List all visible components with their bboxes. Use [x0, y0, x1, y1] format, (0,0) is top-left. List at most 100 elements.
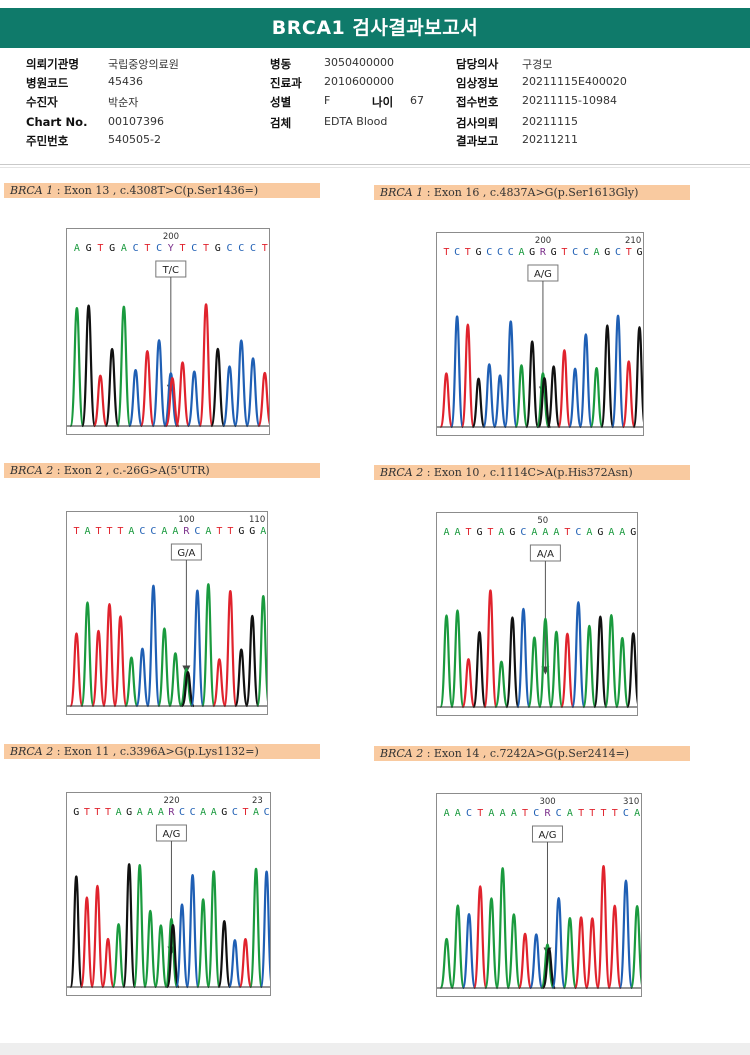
base-call-letter: A	[553, 527, 559, 538]
info-value: 45436	[108, 75, 143, 88]
base-call-letter: A	[567, 808, 573, 819]
genotype-call: A/G	[162, 829, 180, 840]
trace-peak	[259, 870, 270, 989]
gene-name: BRCA 2	[10, 745, 54, 758]
base-call-letter: A	[84, 526, 90, 537]
base-call-letter: A	[161, 526, 167, 537]
position-label: 23	[252, 796, 263, 806]
trace-peak	[113, 615, 128, 708]
base-call-letter: A	[128, 526, 134, 537]
info-label: 임상정보	[456, 76, 499, 90]
base-call-letter: C	[466, 808, 472, 819]
trace-peak	[562, 917, 578, 990]
variant-detail: : Exon 14 , c.7242A>G(p.Ser2414=)	[423, 747, 630, 760]
gene-name: BRCA 1	[10, 184, 54, 197]
position-label: 200	[535, 236, 551, 246]
info-label: 병원코드	[26, 76, 69, 90]
base-call-letter: G	[238, 526, 244, 537]
info-label: 진료과	[270, 76, 302, 90]
base-call-letter: C	[133, 243, 139, 254]
variant-caption: BRCA 1 : Exon 16 , c.4837A>G(p.Ser1613Gl…	[374, 185, 690, 200]
base-call-letter: C	[486, 247, 492, 258]
divider	[0, 167, 750, 168]
trace-peak	[69, 632, 84, 708]
position-label: 220	[163, 796, 179, 806]
trace-peak	[91, 629, 106, 708]
base-call-letter: G	[476, 527, 482, 538]
base-call-letter: C	[508, 247, 514, 258]
trace-peak	[538, 617, 553, 709]
base-call-letter: T	[84, 807, 90, 818]
base-call-letter: Y	[168, 243, 174, 254]
trace-peak	[549, 630, 564, 709]
base-call-letter: A	[137, 807, 143, 818]
base-call-letter: T	[601, 808, 607, 819]
trace-peak	[135, 647, 150, 708]
trace-peak	[124, 656, 139, 708]
trace-peak	[153, 924, 168, 989]
gene-name: BRCA 2	[380, 747, 424, 760]
trace-peak	[535, 372, 550, 429]
trace-peak	[514, 364, 529, 429]
chromatogram: 50 A A T G T A G C A A A T C A G A A G A/A	[436, 512, 638, 716]
base-call-letter: C	[623, 808, 629, 819]
base-call-letter: C	[533, 808, 539, 819]
base-call-letter: C	[232, 807, 238, 818]
age-value: 67	[410, 94, 424, 107]
base-call-letter: C	[572, 247, 578, 258]
base-call-letter: R	[540, 247, 547, 258]
base-call-letter: T	[106, 526, 112, 537]
header-banner	[0, 8, 750, 48]
report-title: BRCA1 검사결과보고서	[271, 17, 479, 39]
trace-peak	[132, 864, 147, 989]
genotype-call: A/G	[534, 269, 552, 280]
base-call-letter: A	[74, 243, 80, 254]
trace-peak	[604, 613, 619, 709]
trace-peak	[69, 875, 84, 989]
base-call-letter: A	[260, 526, 266, 537]
base-call-letter: G	[86, 243, 92, 254]
trace-peak	[505, 616, 520, 709]
trace-peak	[196, 898, 211, 989]
trace-peak	[482, 363, 497, 429]
variant-caption: BRCA 1 : Exon 13 , c.4308T>C(p.Ser1436=)	[4, 183, 320, 198]
base-call-letter: A	[211, 807, 217, 818]
position-label: 300	[539, 797, 555, 807]
trace-peak	[190, 589, 205, 708]
variant-caption: BRCA 2 : Exon 2 , c.-26G>A(5'UTR)	[4, 463, 320, 478]
base-call-letter: T	[561, 247, 567, 258]
variant-detail: : Exon 2 , c.-26G>A(5'UTR)	[53, 464, 210, 477]
info-label: 검사의뢰	[456, 116, 499, 130]
gene-name: BRCA 2	[380, 466, 424, 479]
base-call-letter: C	[179, 807, 185, 818]
base-call-letter: A	[200, 807, 206, 818]
base-call-letter: G	[109, 243, 115, 254]
trace-peak	[249, 867, 263, 989]
trace-peak	[529, 933, 544, 990]
base-call-letter: A	[454, 527, 460, 538]
base-call-letter: A	[586, 527, 592, 538]
base-call-letter: T	[144, 243, 150, 254]
base-call-letter: A	[608, 527, 614, 538]
trace-peak	[527, 636, 542, 709]
base-call-letter: C	[575, 527, 581, 538]
base-call-letter: C	[156, 243, 162, 254]
position-label: 50	[537, 516, 548, 526]
base-call-letter: A	[172, 526, 178, 537]
trace-peak	[593, 615, 608, 709]
base-call-letter: T	[105, 807, 111, 818]
base-call-letter: T	[97, 243, 103, 254]
variant-detail: : Exon 16 , c.4837A>G(p.Ser1613Gly)	[423, 186, 639, 199]
trace-peak	[245, 357, 261, 428]
base-call-letter: R	[183, 526, 190, 537]
trace-peak	[615, 636, 630, 709]
position-label: 110	[249, 515, 265, 525]
trace-peak	[560, 632, 575, 709]
trace-peak	[471, 377, 486, 429]
base-call-letter: A	[443, 527, 449, 538]
position-label: 210	[625, 236, 641, 246]
trace-peak	[621, 360, 636, 429]
trace-peak	[238, 938, 253, 989]
trace-peak	[546, 365, 561, 429]
trace-peak	[472, 630, 487, 709]
